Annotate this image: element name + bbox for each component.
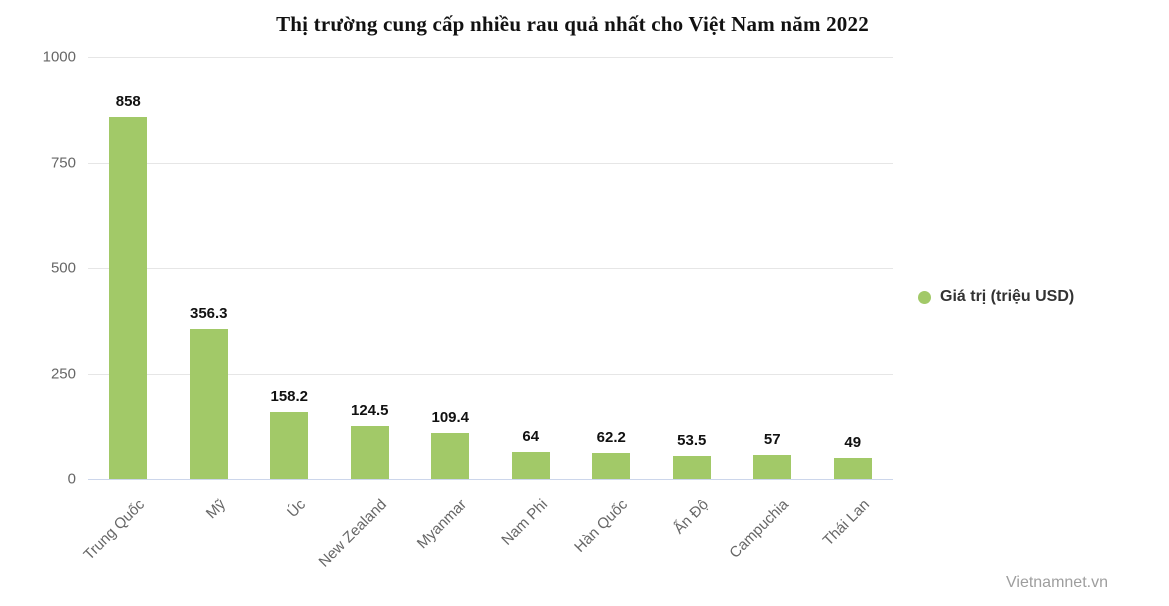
gridline	[88, 57, 893, 58]
gridline	[88, 162, 893, 164]
x-axis-tick-label: Úc	[284, 496, 310, 521]
bar-value-label: 57	[763, 430, 781, 448]
bar-8[interactable]	[753, 454, 792, 479]
bar-3[interactable]	[350, 426, 389, 479]
y-axis-tick-label: 1000	[42, 48, 76, 66]
chart-title: Thị trường cung cấp nhiều rau quả nhất c…	[276, 12, 869, 36]
bar-6[interactable]	[592, 452, 631, 479]
x-axis-tick-label: Nam Phi	[498, 496, 551, 549]
bar-value-label: 858	[115, 92, 141, 110]
bar-1[interactable]	[189, 328, 228, 479]
y-axis-tick-label: 750	[50, 154, 76, 171]
legend-marker-icon	[918, 290, 931, 304]
x-axis-tick-label: Thái Lan	[819, 496, 873, 550]
x-axis-tick-label: Campuchia	[726, 496, 793, 562]
bar-2[interactable]	[270, 412, 309, 479]
x-axis-tick-label: New Zealand	[315, 496, 390, 571]
x-axis-line	[88, 479, 893, 480]
bar-value-label: 109.4	[431, 408, 470, 426]
bar-value-label: 62.2	[596, 428, 626, 446]
x-axis-tick-label: Myanmar	[414, 496, 471, 553]
bar-value-label: 64	[522, 427, 540, 445]
bar-value-label: 356.3	[189, 304, 228, 322]
y-axis-tick-label: 500	[50, 259, 76, 277]
legend-label: Giá trị (triệu USD)	[940, 288, 1075, 305]
bar-value-label: 49	[844, 434, 862, 452]
bar-value-label: 158.2	[270, 388, 309, 406]
x-axis-tick-label: Trung Quốc	[80, 496, 149, 564]
bar-7[interactable]	[672, 456, 711, 479]
bar-5[interactable]	[511, 451, 550, 479]
gridline	[88, 268, 893, 269]
watermark: Vietnamnet.vn	[1006, 574, 1108, 591]
bar-9[interactable]	[833, 458, 872, 479]
bar-value-label: 53.5	[677, 432, 707, 450]
gridline	[88, 373, 893, 375]
bar-0[interactable]	[109, 116, 148, 479]
y-axis-tick-label: 0	[67, 470, 76, 488]
bar-4[interactable]	[431, 432, 470, 479]
bar-value-label: 124.5	[350, 402, 389, 420]
x-axis-tick-label: Mỹ	[202, 496, 229, 523]
y-axis-tick-label: 250	[50, 365, 76, 382]
x-axis-tick-label: Ấn Độ	[670, 496, 712, 538]
legend-item[interactable]: Giá trị (triệu USD)	[918, 288, 1074, 306]
x-axis-tick-label: Hàn Quốc	[571, 496, 632, 556]
